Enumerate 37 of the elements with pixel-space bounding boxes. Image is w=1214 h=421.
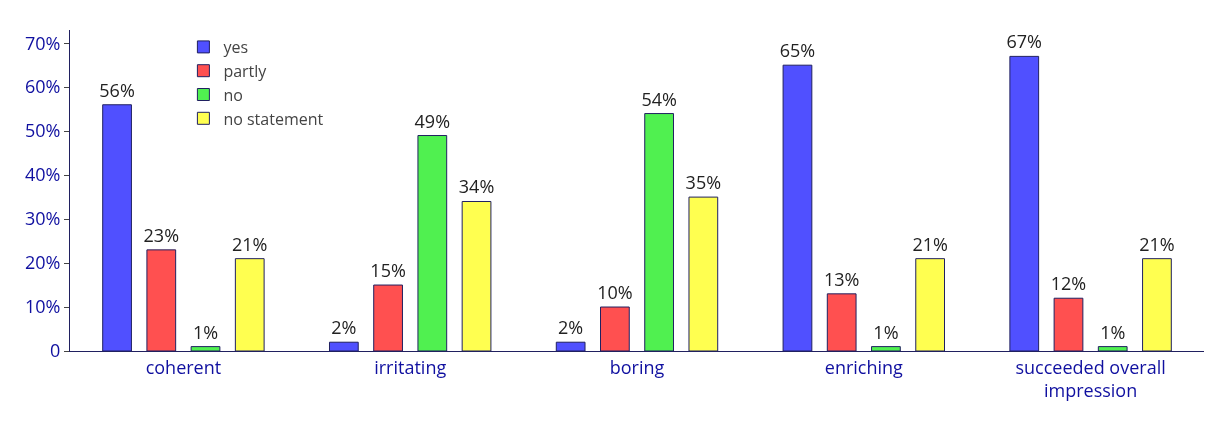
y-tick-label: 20% <box>24 250 61 275</box>
y-tick-label: 70% <box>24 30 61 55</box>
y-tick-label: 60% <box>24 74 61 99</box>
data-label: 1% <box>192 319 219 344</box>
data-label: 67% <box>1006 29 1042 54</box>
y-tick-label: 0 <box>50 338 61 363</box>
data-label: 13% <box>823 266 860 291</box>
data-label: 49% <box>414 108 451 133</box>
x-tick-label: coherent <box>145 354 222 379</box>
data-label: 54% <box>641 86 677 111</box>
data-label: 10% <box>597 280 633 305</box>
data-label: 65% <box>779 38 816 63</box>
legend-label: no statement <box>223 107 324 130</box>
y-tick-label: 40% <box>24 162 61 187</box>
data-label: 2% <box>558 315 584 340</box>
legend-label: partly <box>223 59 268 82</box>
x-tick-label: boring <box>609 354 665 379</box>
data-label: 2% <box>331 315 357 340</box>
y-tick-label: 50% <box>24 118 61 143</box>
data-label: 12% <box>1050 271 1087 296</box>
x-tick-label: irritating <box>374 354 447 379</box>
data-label: 1% <box>1100 319 1126 344</box>
data-label: 15% <box>370 258 406 283</box>
data-label: 23% <box>143 222 180 247</box>
legend-label: yes <box>223 36 249 59</box>
data-label: 21% <box>1139 231 1175 256</box>
y-tick-label: 30% <box>24 206 61 231</box>
x-tick-label: succeeded overall impression <box>1015 354 1166 402</box>
data-label: 21% <box>912 231 948 256</box>
data-label: 35% <box>685 170 722 195</box>
data-label: 1% <box>873 319 899 344</box>
y-tick-label: 10% <box>24 294 61 319</box>
data-label: 56% <box>99 77 135 102</box>
x-tick-label: enriching <box>824 354 904 379</box>
data-label: 21% <box>232 231 268 256</box>
legend-label: no <box>223 83 243 106</box>
data-label: 34% <box>458 174 495 199</box>
